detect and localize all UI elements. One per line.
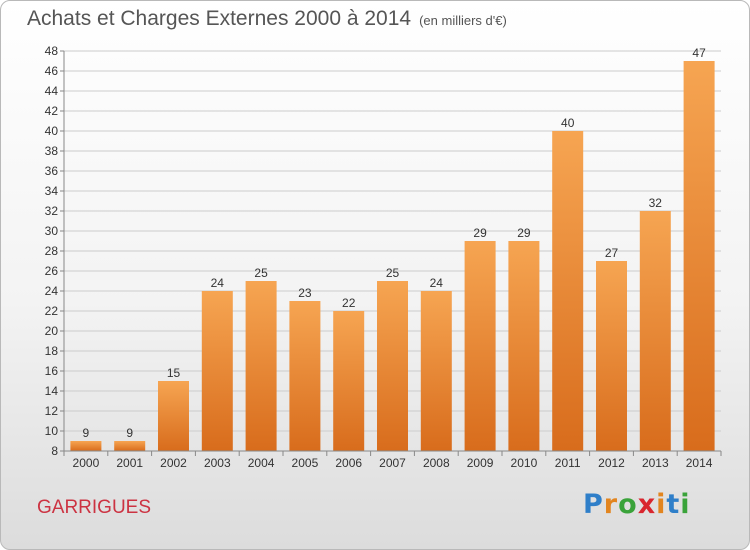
bar-2013	[639, 211, 671, 451]
y-tick-label: 40	[45, 124, 59, 138]
x-tick-label-2001: 2001	[116, 456, 143, 470]
bar-2014	[683, 61, 715, 451]
x-tick-label-2007: 2007	[379, 456, 406, 470]
data-label-2002: 15	[167, 366, 181, 380]
x-axis-ticks: 2000 2001 2002 2003 2004 2005 2006 2007 2008 2009…	[63, 451, 722, 470]
y-tick-label: 8	[51, 444, 58, 458]
data-label-2014: 47	[692, 46, 706, 60]
bar-2005	[289, 301, 321, 451]
data-label-2005: 23	[298, 286, 312, 300]
x-tick-label-2004: 2004	[248, 456, 275, 470]
logo-letter: x	[637, 489, 657, 520]
y-tick-label: 18	[45, 344, 59, 358]
y-tick-label: 28	[45, 244, 59, 258]
bar-2009	[464, 241, 496, 451]
data-label-2009: 29	[473, 226, 487, 240]
bar-2010	[508, 241, 540, 451]
data-label-2010: 29	[517, 226, 531, 240]
bar-2002	[158, 381, 189, 451]
chart-title-block: Achats et Charges Externes 2000 à 2014 (e…	[27, 7, 507, 31]
x-tick-label-2002: 2002	[160, 456, 187, 470]
y-tick-label: 44	[45, 84, 59, 98]
data-label-2007: 25	[386, 266, 400, 280]
axes	[63, 51, 721, 452]
bar-2007	[377, 281, 408, 451]
bar-2008	[420, 291, 452, 451]
bar-2003	[201, 291, 233, 451]
data-label-2001: 9	[126, 426, 133, 440]
data-label-2004: 25	[254, 266, 268, 280]
logo-letter: o	[618, 489, 638, 520]
x-tick-label-2011: 2011	[555, 456, 581, 470]
y-tick-label: 46	[45, 64, 59, 78]
data-labels: 9 9 15 24 25 23 22 25 24 29 29 40 27 32 47	[83, 46, 707, 440]
y-tick-label: 12	[45, 404, 59, 418]
x-tick-label-2005: 2005	[292, 456, 319, 470]
x-tick-label-2010: 2010	[511, 456, 538, 470]
bar-2006	[333, 311, 365, 451]
data-label-2013: 32	[649, 196, 663, 210]
x-tick-label-2008: 2008	[423, 456, 450, 470]
x-tick-label-2006: 2006	[335, 456, 362, 470]
y-tick-label: 48	[45, 44, 59, 58]
commune-name: GARRIGUES	[37, 497, 152, 518]
data-label-2006: 22	[342, 296, 356, 310]
y-tick-label: 38	[45, 144, 59, 158]
logo-letter: t	[666, 489, 681, 520]
y-tick-label: 16	[45, 364, 59, 378]
bar-2011	[552, 131, 584, 451]
y-tick-label: 22	[45, 304, 59, 318]
chart-title: Achats et Charges Externes 2000 à 2014	[27, 7, 412, 30]
x-tick-label-2003: 2003	[204, 456, 231, 470]
y-tick-label: 32	[45, 204, 59, 218]
y-tick-label: 36	[45, 164, 59, 178]
y-axis-ticks: 8 10 12 14 16 18 20 22 24 26 28 30 32 34 36 38 40 42 44 46 4…	[45, 44, 64, 458]
x-tick-label-2000: 2000	[73, 456, 100, 470]
data-label-2003: 24	[211, 276, 225, 290]
y-tick-label: 34	[45, 184, 59, 198]
x-tick-label-2014: 2014	[686, 456, 713, 470]
y-tick-label: 20	[45, 324, 59, 338]
data-label-2008: 24	[430, 276, 444, 290]
y-tick-label: 10	[45, 424, 59, 438]
logo-letter: i	[680, 489, 691, 520]
y-tick-label: 24	[45, 284, 59, 298]
x-tick-label-2013: 2013	[642, 456, 669, 470]
data-label-2000: 9	[83, 426, 90, 440]
bar-2001	[114, 441, 146, 451]
data-label-2011: 40	[561, 116, 575, 130]
proxiti-logo: Proxiti	[583, 489, 691, 520]
y-tick-label: 14	[45, 384, 59, 398]
y-tick-label: 30	[45, 224, 59, 238]
chart-subtitle: (en milliers d'€)	[419, 13, 507, 28]
bar-2004	[245, 281, 277, 451]
logo-letter: i	[656, 489, 667, 520]
data-label-2012: 27	[605, 246, 619, 260]
bars	[70, 61, 715, 451]
x-tick-label-2009: 2009	[467, 456, 494, 470]
y-tick-label: 26	[45, 264, 59, 278]
bar-2000	[70, 441, 102, 451]
bar-2012	[596, 261, 627, 451]
x-tick-label-2012: 2012	[598, 456, 625, 470]
logo-letter: P	[583, 489, 604, 520]
logo-letter: r	[603, 489, 619, 520]
y-tick-label: 42	[45, 104, 59, 118]
